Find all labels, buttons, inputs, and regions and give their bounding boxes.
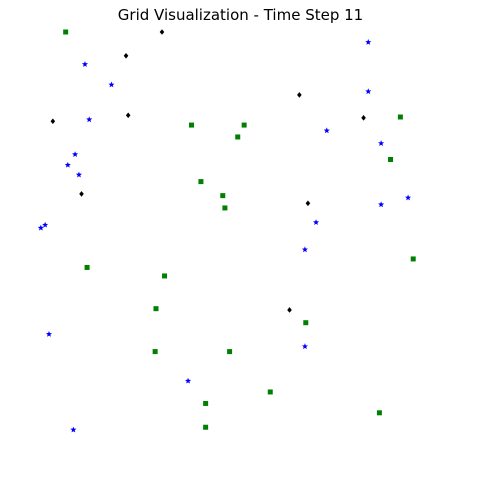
- diamond-point-2-4: [50, 118, 56, 125]
- scatter-marks: [37, 29, 416, 433]
- diamond-point-2-8: [287, 307, 292, 313]
- square-point-1-15: [227, 349, 233, 355]
- square-point-1-19: [376, 410, 382, 416]
- star-point-0-8: [64, 161, 71, 168]
- square-point-1-2: [241, 122, 247, 128]
- square-point-1-6: [198, 179, 204, 185]
- star-point-0-5: [323, 127, 330, 134]
- square-point-1-14: [152, 349, 158, 355]
- diamond-point-2-2: [297, 92, 302, 98]
- square-point-1-12: [153, 306, 159, 312]
- star-point-0-10: [378, 201, 385, 208]
- square-point-1-16: [267, 389, 273, 395]
- star-point-0-17: [301, 343, 308, 350]
- star-point-0-1: [365, 88, 372, 95]
- square-point-1-11: [162, 273, 168, 279]
- square-point-1-9: [410, 256, 416, 262]
- square-point-1-18: [203, 424, 209, 430]
- square-point-1-13: [303, 320, 309, 326]
- square-point-1-3: [235, 134, 241, 140]
- diamond-point-2-5: [125, 112, 131, 119]
- diamond-point-2-6: [79, 191, 84, 197]
- star-point-0-9: [75, 171, 82, 178]
- star-point-0-6: [378, 140, 385, 146]
- diamond-point-2-1: [123, 53, 129, 59]
- chart-title: Grid Visualization - Time Step 11: [117, 6, 364, 24]
- square-point-1-10: [84, 264, 90, 270]
- square-point-1-5: [388, 157, 394, 162]
- star-point-0-3: [108, 81, 115, 88]
- square-point-1-1: [189, 122, 195, 128]
- diamond-point-2-7: [305, 200, 311, 207]
- star-point-0-12: [37, 224, 44, 231]
- star-point-0-11: [405, 194, 412, 201]
- square-point-1-17: [203, 400, 209, 406]
- diamond-point-2-3: [361, 115, 366, 121]
- star-point-0-15: [301, 246, 308, 253]
- star-point-0-14: [313, 219, 320, 225]
- star-point-0-2: [81, 61, 88, 67]
- square-point-1-4: [397, 114, 403, 120]
- diamond-point-2-0: [159, 29, 165, 35]
- star-point-0-16: [45, 330, 53, 337]
- star-point-0-19: [70, 426, 77, 433]
- square-point-1-7: [220, 193, 226, 199]
- star-point-0-0: [365, 39, 372, 45]
- star-point-0-4: [86, 116, 93, 123]
- star-point-0-13: [42, 221, 49, 228]
- square-point-1-0: [63, 29, 69, 35]
- star-point-0-7: [72, 151, 79, 157]
- square-point-1-8: [222, 205, 228, 211]
- star-point-0-18: [185, 377, 192, 384]
